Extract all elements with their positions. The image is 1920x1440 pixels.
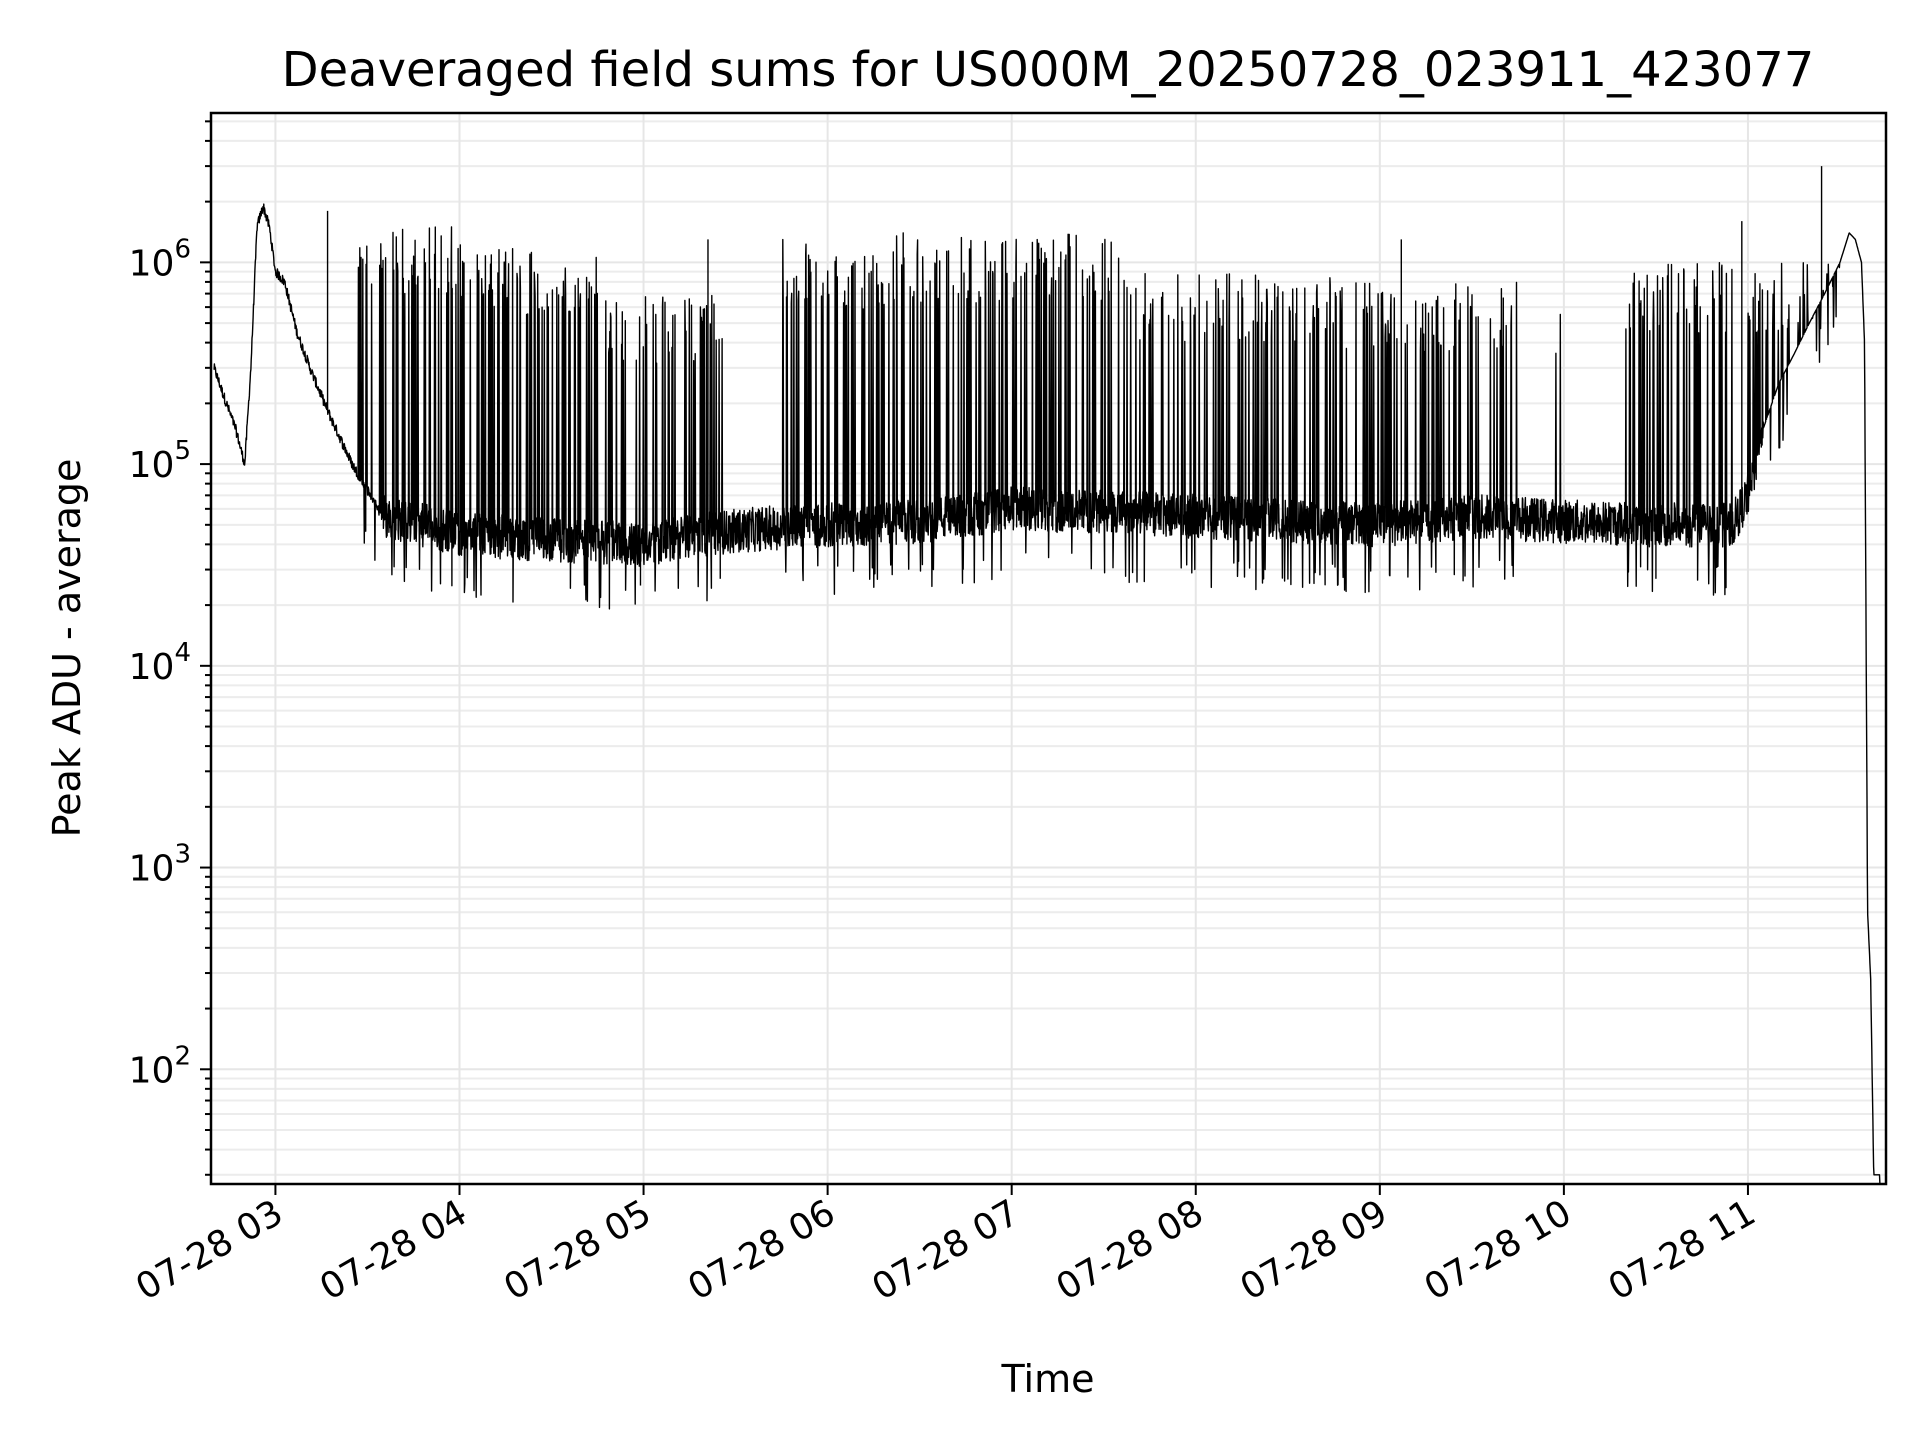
x-axis-label: Time: [1001, 1357, 1095, 1401]
data-series-line: [213, 203, 1881, 1185]
plot-frame: [209, 111, 1888, 1186]
chart-title: Deaveraged field sums for US000M_2025072…: [282, 42, 1815, 98]
y-tick-label: 106: [129, 234, 191, 284]
y-tick-label: 102: [129, 1041, 191, 1091]
grid-layer: [211, 113, 1886, 1184]
y-axis-label: Peak ADU - average: [45, 459, 89, 838]
y-tick-label: 104: [129, 638, 191, 688]
y-tick-label: 103: [129, 840, 191, 890]
series-layer: [213, 166, 1881, 1185]
y-tick-label: 105: [129, 436, 191, 486]
